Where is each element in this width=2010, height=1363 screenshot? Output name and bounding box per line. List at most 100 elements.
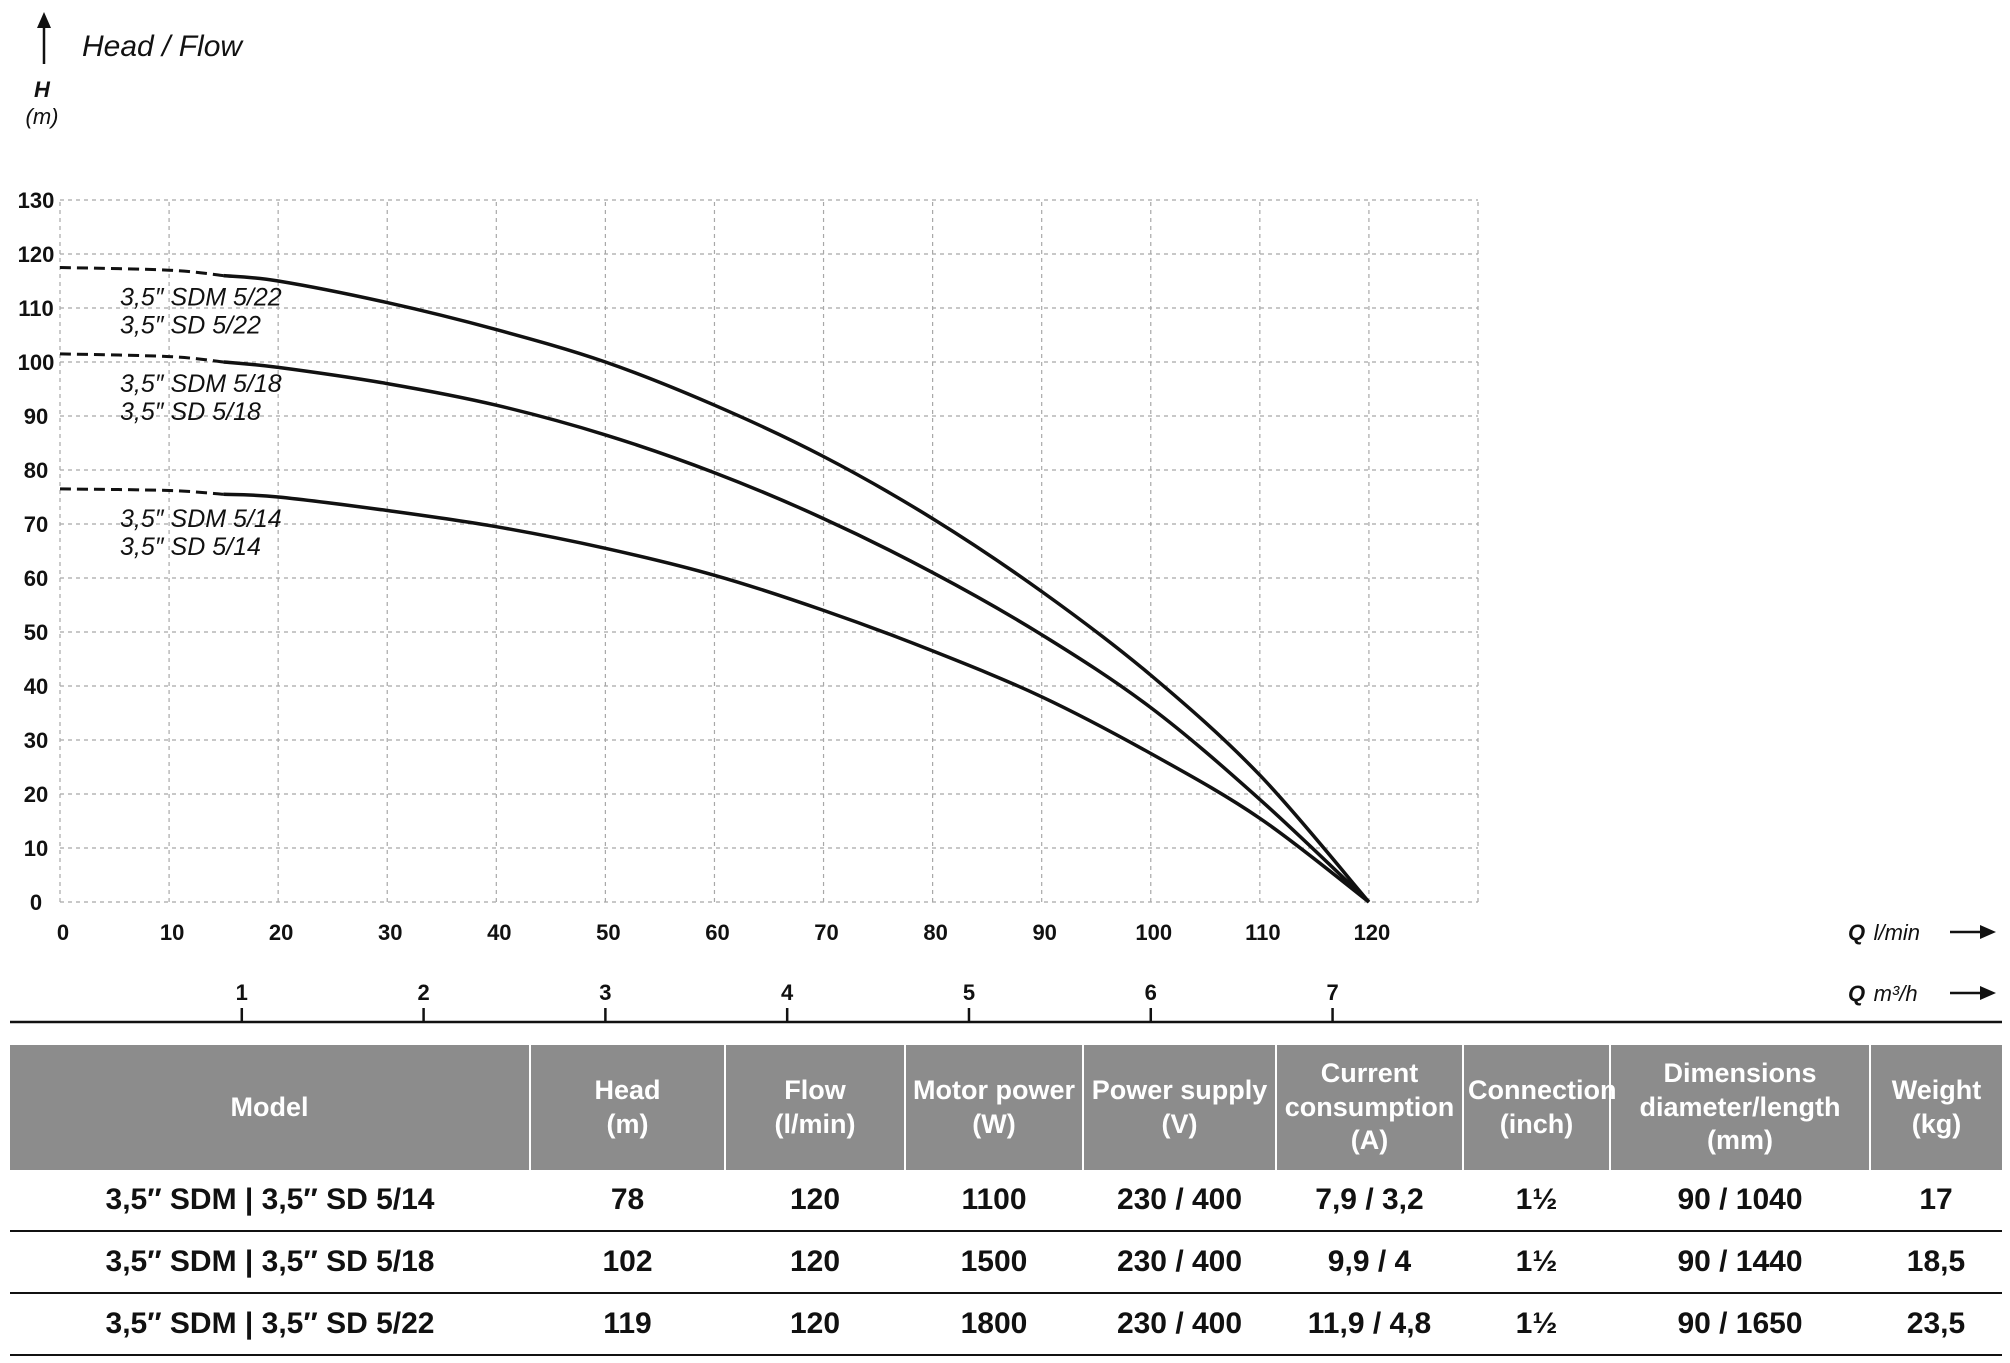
table-cell: 90 / 1040	[1610, 1170, 1870, 1232]
table-cell: 9,9 / 4	[1276, 1231, 1463, 1294]
x-tick-label: 110	[1245, 920, 1281, 945]
table-row: 3,5″ SDM | 3,5″ SD 5/14 78 120 1100 230 / 40…	[10, 1170, 2002, 1232]
y-tick-label: 50	[24, 620, 48, 645]
table-cell: 120	[725, 1293, 905, 1356]
table-cell: 1800	[905, 1293, 1083, 1356]
y-tick-label: 30	[24, 728, 48, 753]
y-tick-label: 110	[18, 296, 54, 321]
y-tick-label: 120	[18, 242, 55, 267]
x-tick-label: 0	[57, 920, 69, 945]
y-tick-label: 60	[24, 566, 48, 591]
curve-label: 3,5″ SD 5/22	[120, 312, 261, 340]
x-tick-label: 30	[378, 920, 402, 945]
table-header-cell: Motor power (W)	[904, 1045, 1083, 1170]
x-tick-label: 50	[596, 920, 620, 945]
table-cell: 102	[530, 1231, 725, 1294]
x2-axis-label: Q m³/h	[1848, 981, 1918, 1006]
table-cell: 78	[530, 1170, 725, 1232]
x-tick-label: 100	[1135, 920, 1172, 945]
table-cell: 3,5″ SDM | 3,5″ SD 5/22	[10, 1293, 530, 1356]
x-axis-arrow-icon	[1950, 925, 1996, 939]
x2-axis-unit: m³/h	[1874, 981, 1918, 1006]
table-cell: 23,5	[1870, 1293, 2002, 1356]
y-axis-unit: (m)	[26, 104, 59, 129]
x-axis-ticks: 0 10 20 30 40 50 60 70 80 90 100 110 120	[57, 920, 1390, 945]
curve-label: 3,5″ SD 5/18	[120, 398, 261, 426]
table-header-cell: Current consumption (A)	[1275, 1045, 1463, 1170]
table-header-cell: Head (m)	[529, 1045, 725, 1170]
table-cell: 11,9 / 4,8	[1276, 1293, 1463, 1356]
x-axis-unit: l/min	[1874, 920, 1920, 945]
y-tick-label: 70	[24, 512, 48, 537]
x-axis-symbol: Q	[1848, 920, 1865, 945]
table-cell: 1½	[1463, 1170, 1610, 1232]
table-header-cell: Model	[10, 1045, 530, 1170]
x2-tick-label: 1	[236, 980, 248, 1005]
table-cell: 1½	[1463, 1293, 1610, 1356]
x-tick-label: 10	[160, 920, 184, 945]
x-tick-label: 20	[269, 920, 293, 945]
x2-axis-arrow-icon	[1950, 986, 1996, 1000]
y-tick-label: 40	[24, 674, 48, 699]
table-cell: 1500	[905, 1231, 1083, 1294]
x2-tick-label: 3	[599, 980, 611, 1005]
curve-dashed-segment	[59, 352, 224, 364]
table-cell: 17	[1870, 1170, 2002, 1232]
table-header-row: Model Head (m) Flow (l/min) Motor power (W) Pow…	[10, 1045, 2002, 1170]
x2-axis-symbol: Q	[1848, 981, 1865, 1006]
curve-label: 3,5″ SDM 5/14	[120, 505, 282, 533]
x-tick-label: 60	[705, 920, 729, 945]
table-cell: 230 / 400	[1083, 1170, 1276, 1232]
curve-line	[223, 273, 1371, 904]
x2-axis: 1 2 3 4 5 6 7	[236, 980, 1339, 1022]
curve-dashed-segment	[59, 487, 224, 496]
table-cell: 90 / 1440	[1610, 1231, 1870, 1294]
table-cell: 3,5″ SDM | 3,5″ SD 5/18	[10, 1231, 530, 1294]
curves	[59, 266, 1371, 904]
x-tick-label: 90	[1032, 920, 1056, 945]
grid	[59, 199, 1479, 903]
table-cell: 1½	[1463, 1231, 1610, 1294]
y-tick-label: 130	[18, 188, 55, 213]
table-row: 3,5″ SDM | 3,5″ SD 5/18 102 120 1500 230 / 4…	[10, 1231, 2002, 1294]
curve-line	[223, 360, 1371, 904]
x2-tick-label: 2	[417, 980, 429, 1005]
curve-label: 3,5″ SDM 5/18	[120, 370, 282, 398]
x2-tick-label: 6	[1145, 980, 1157, 1005]
table-cell: 7,9 / 3,2	[1276, 1170, 1463, 1232]
curve-dashed-segment	[59, 266, 224, 278]
chart-title: Head / Flow	[82, 30, 244, 63]
table-cell: 230 / 400	[1083, 1293, 1276, 1356]
x-tick-label: 70	[814, 920, 838, 945]
x-axis-label: Q l/min	[1848, 920, 1920, 945]
table-header-cell: Weight (kg)	[1869, 1045, 2002, 1170]
table-cell: 1100	[905, 1170, 1083, 1232]
y-tick-label: 90	[24, 404, 48, 429]
table-cell: 18,5	[1870, 1231, 2002, 1294]
y-axis-ticks: 0 10 20 30 40 50 60 70 80 90 100 110 120 130	[18, 188, 55, 915]
table-cell: 120	[725, 1231, 905, 1294]
y-axis-arrow-icon	[37, 12, 51, 64]
table-cell: 120	[725, 1170, 905, 1232]
x2-tick-label: 7	[1326, 980, 1338, 1005]
table-cell: 90 / 1650	[1610, 1293, 1870, 1356]
y-tick-label: 80	[24, 458, 48, 483]
head-flow-chart: 0 10 20 30 40 50 60 70 80 90 100 110 120 130 0 10 20 30 4…	[10, 12, 2002, 1024]
spec-table: Model Head (m) Flow (l/min) Motor power (W) Pow…	[10, 1045, 2002, 1356]
curve-label: 3,5″ SD 5/14	[120, 533, 261, 561]
table-header-cell: Dimensions diameter/length (mm)	[1609, 1045, 1870, 1170]
table-header-cell: Flow (l/min)	[724, 1045, 905, 1170]
y-tick-label: 100	[18, 350, 55, 375]
table-header-cell: Power supply (V)	[1082, 1045, 1276, 1170]
table-body: 3,5″ SDM | 3,5″ SD 5/14 78 120 1100 230 / 40…	[10, 1170, 2002, 1356]
table-cell: 119	[530, 1293, 725, 1356]
x-tick-label: 80	[923, 920, 947, 945]
y-tick-label: 10	[24, 836, 48, 861]
x-tick-label: 40	[487, 920, 511, 945]
y-axis-label: H	[34, 77, 51, 102]
curve-line	[223, 492, 1370, 904]
table-cell: 230 / 400	[1083, 1231, 1276, 1294]
table-header-cell: Connection (inch)	[1462, 1045, 1617, 1170]
y-tick-label: 0	[30, 890, 42, 915]
x2-tick-label: 5	[963, 980, 975, 1005]
